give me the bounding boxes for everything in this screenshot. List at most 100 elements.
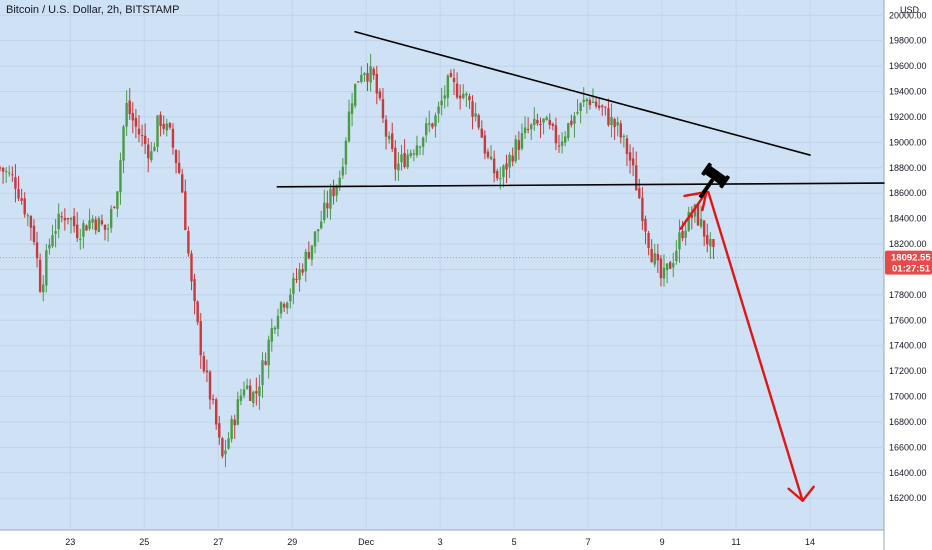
candle-body — [310, 245, 314, 260]
candle-body — [26, 215, 29, 217]
candle-body — [165, 123, 168, 131]
candle-body — [57, 213, 60, 230]
candle-body — [369, 66, 372, 83]
candle-body — [594, 101, 598, 107]
candle-body — [323, 202, 326, 221]
candle-body — [471, 101, 474, 117]
time-tick-label: 5 — [512, 537, 517, 547]
candle-body — [119, 160, 122, 193]
candle-body — [103, 224, 107, 230]
candle-body — [134, 117, 138, 127]
candle-body — [591, 101, 595, 103]
support-trendline[interactable] — [276, 182, 885, 188]
candle-body — [483, 135, 487, 154]
candle-body — [60, 216, 63, 218]
candle-body — [143, 135, 147, 144]
candle-body — [631, 158, 635, 166]
candle-body — [437, 106, 440, 114]
candle-body — [38, 259, 42, 292]
candle-body — [381, 99, 385, 119]
candle-body — [440, 100, 443, 106]
candle-body — [706, 235, 709, 245]
candle-body — [709, 238, 712, 247]
candle-body — [508, 154, 511, 168]
candle-body — [622, 136, 626, 138]
candle-body — [0, 167, 2, 169]
candle-body — [542, 118, 545, 123]
price-tick-label: 20000.00 — [889, 10, 927, 20]
candle-body — [11, 174, 14, 176]
arrow-down-shaft[interactable] — [707, 190, 804, 502]
price-tick-label: 17000.00 — [889, 392, 927, 402]
candle-body — [338, 177, 341, 188]
candle-body — [517, 140, 521, 150]
candle-body — [372, 68, 375, 76]
candle-body — [113, 207, 116, 209]
candle-body — [14, 177, 17, 189]
candle-body — [597, 105, 601, 108]
price-tick-label: 19800.00 — [889, 36, 927, 46]
candle-body — [295, 279, 298, 281]
candle-body — [656, 254, 660, 261]
candle-body — [8, 172, 11, 174]
candle-body — [94, 219, 97, 231]
candle-body — [131, 113, 135, 121]
candle-body — [523, 127, 527, 134]
candle-body — [245, 385, 249, 389]
candle-body — [403, 152, 406, 167]
candle-body — [177, 162, 181, 173]
candle-body — [20, 198, 23, 201]
time-axis[interactable]: 23 25 27 29 Dec 3 5 7 9 11 14 — [65, 537, 815, 547]
candle-body — [604, 106, 607, 108]
annotations-layer — [276, 30, 885, 502]
candle-body — [335, 185, 338, 196]
candle-body — [289, 294, 292, 302]
candle-body — [100, 220, 104, 225]
candle-body — [394, 147, 397, 170]
candle-body — [258, 386, 261, 396]
candle-body — [140, 135, 144, 137]
candle-body — [187, 231, 190, 254]
candle-body — [181, 174, 184, 193]
candle-body — [431, 123, 434, 128]
candle-body — [264, 361, 267, 365]
time-tick-label: 25 — [139, 537, 149, 547]
candle-body — [406, 154, 409, 168]
candle-body — [514, 139, 517, 162]
time-axis-background — [0, 530, 884, 550]
candle-body — [684, 230, 687, 238]
candle-body — [279, 302, 283, 314]
candle-body — [696, 204, 700, 226]
candle-body — [616, 122, 619, 126]
candle-body — [17, 189, 20, 199]
candle-body — [446, 75, 450, 98]
bar-countdown: 01:27:51 — [892, 264, 931, 275]
candle-body — [443, 95, 446, 99]
candle-body — [35, 242, 39, 259]
candle-body — [230, 418, 233, 440]
candle-body — [150, 151, 153, 161]
candle-body — [267, 339, 270, 366]
candle-body — [48, 244, 51, 249]
price-axis-background — [884, 0, 932, 550]
time-tick-label: 27 — [213, 537, 223, 547]
candle-body — [82, 223, 85, 237]
candle-body — [88, 220, 91, 229]
candles-layer — [0, 53, 884, 468]
price-tick-label: 19200.00 — [889, 112, 927, 122]
price-tick-label: 18200.00 — [889, 239, 927, 249]
price-tick-label: 17400.00 — [889, 341, 927, 351]
candle-body — [434, 115, 437, 127]
candle-body — [421, 137, 425, 147]
price-tick-label: 17800.00 — [889, 290, 927, 300]
resistance-trendline[interactable] — [354, 30, 811, 156]
candle-body — [415, 145, 419, 156]
candle-body — [221, 438, 224, 457]
candle-body — [486, 151, 490, 158]
candle-body — [313, 231, 317, 247]
candle-body — [378, 91, 382, 99]
candle-body — [184, 191, 187, 231]
candle-body — [613, 119, 616, 128]
time-tick-label: 3 — [438, 537, 443, 547]
